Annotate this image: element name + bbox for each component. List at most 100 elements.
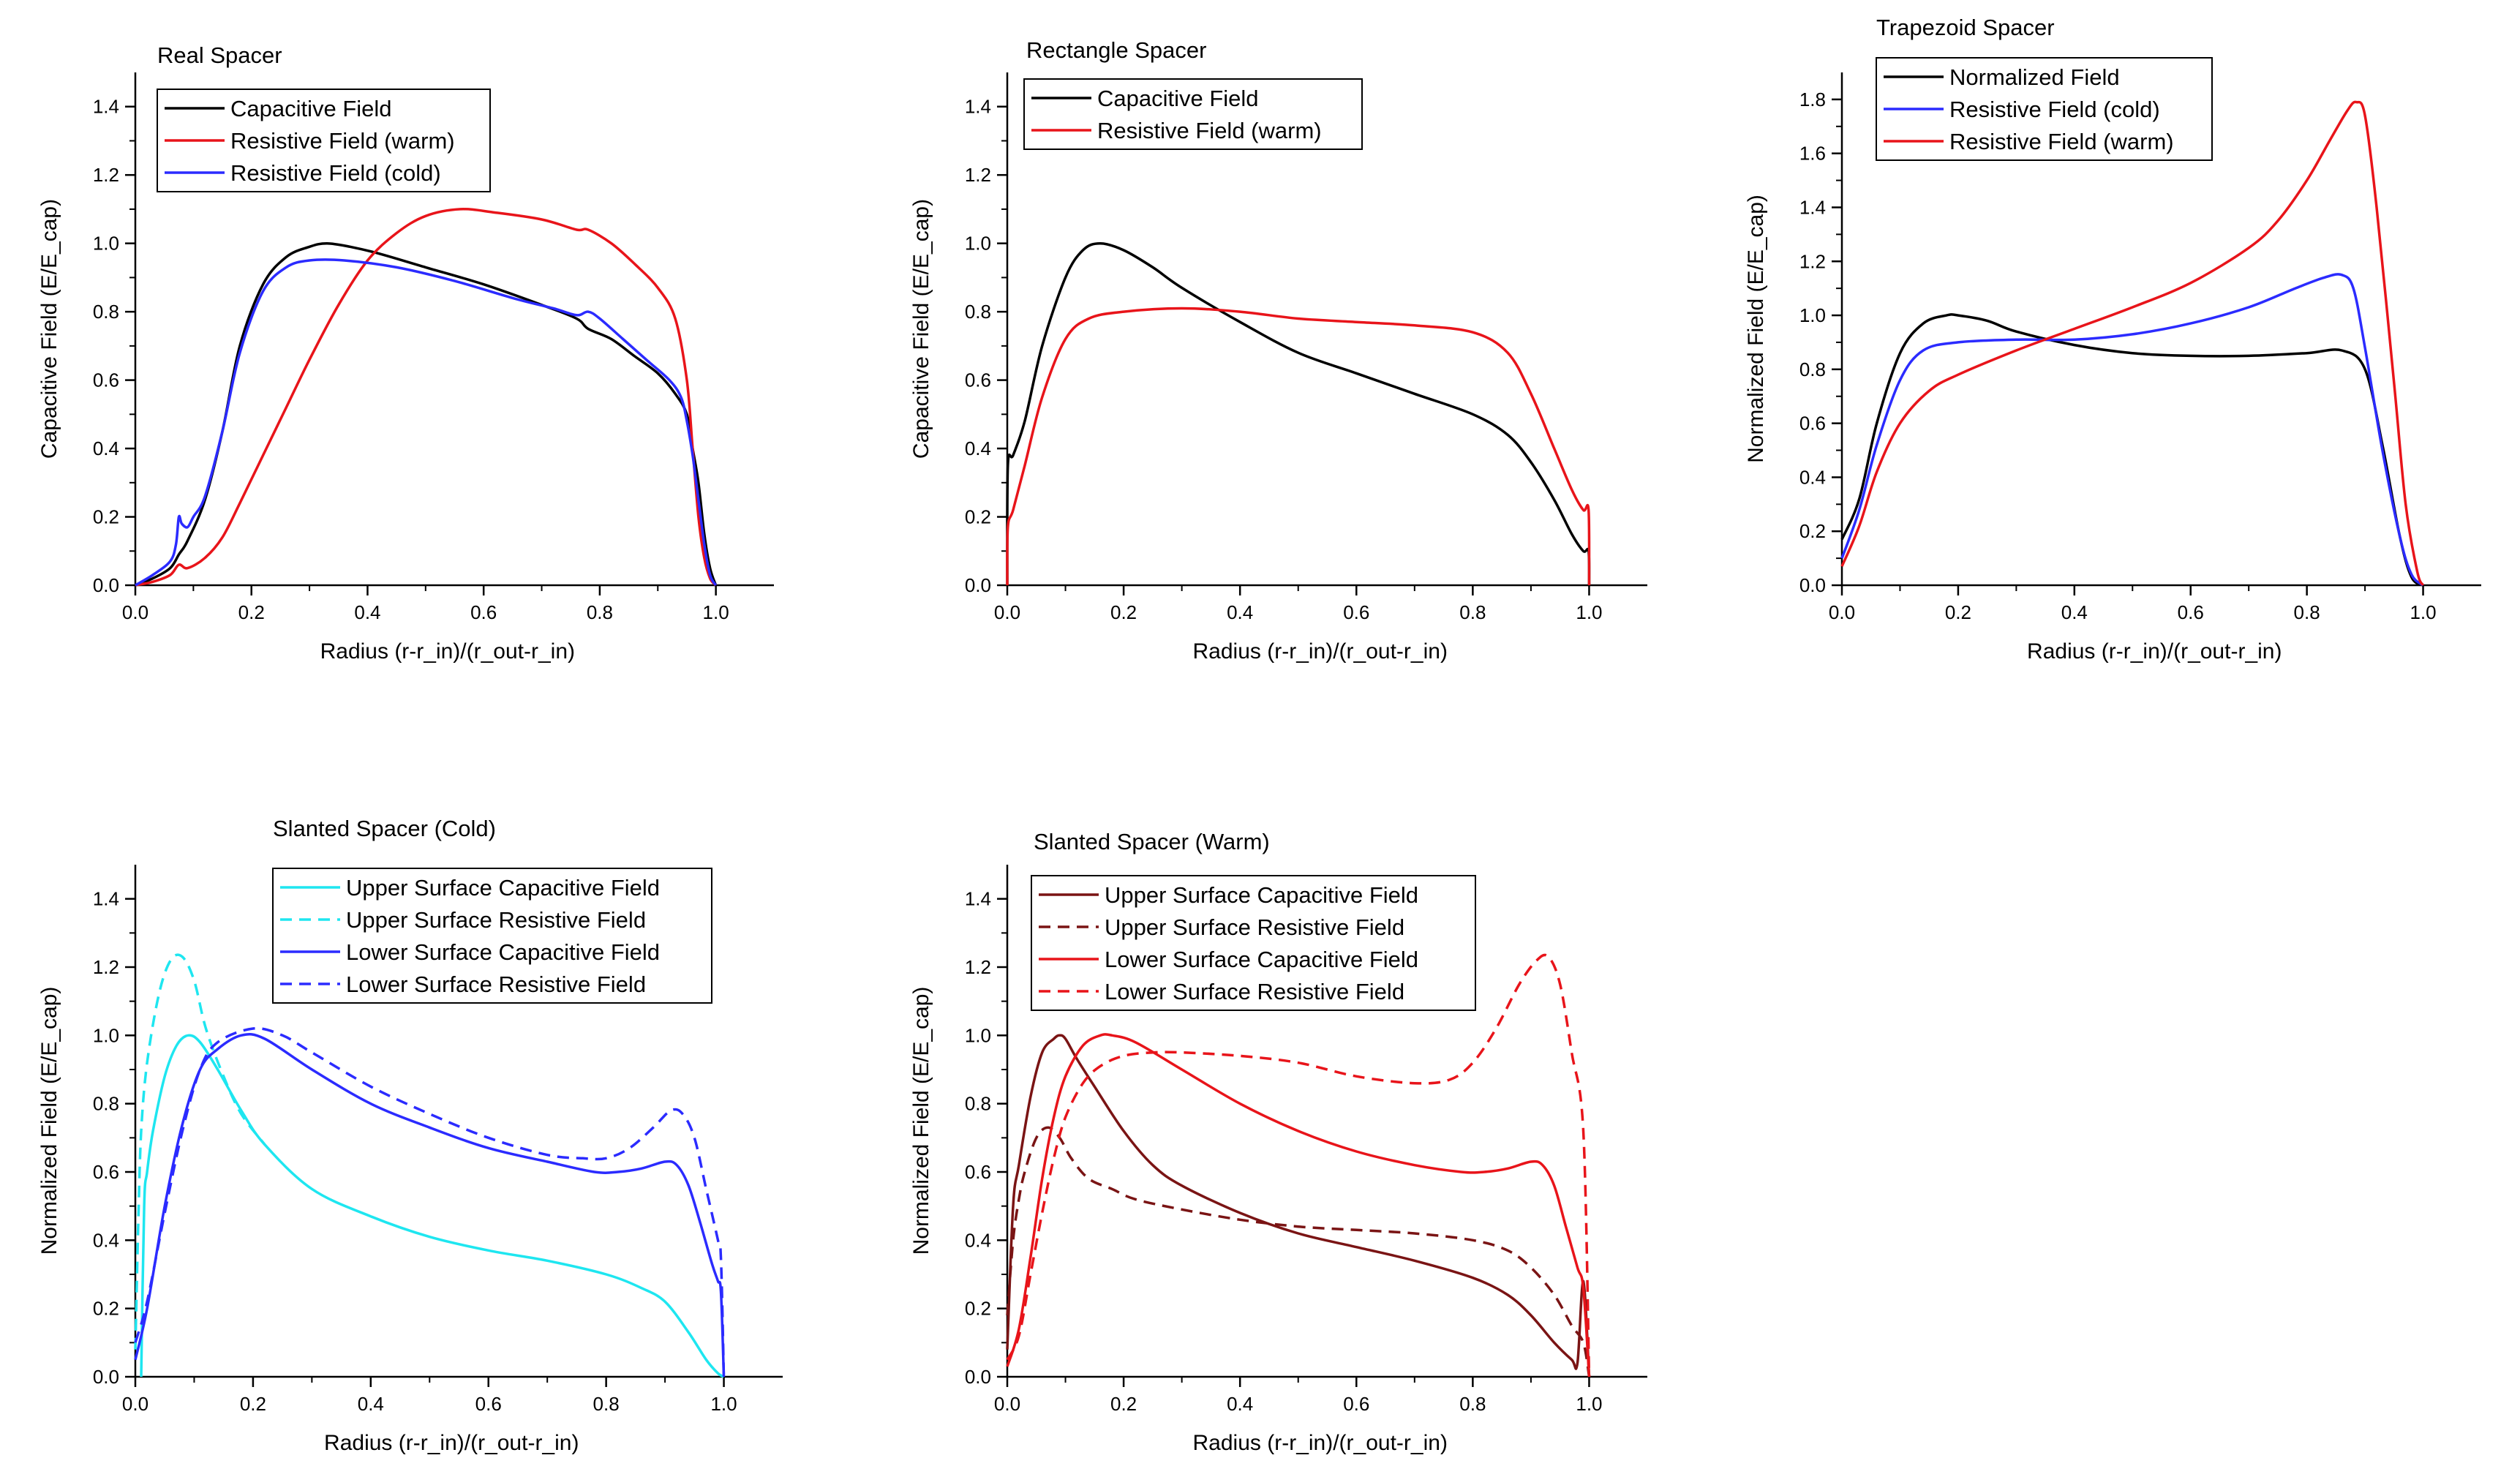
series-line-3	[1006, 953, 1591, 1378]
y-axis-label: Normalized Field (E/E_cap)	[909, 987, 933, 1255]
x-tick-label: 1.0	[710, 1393, 737, 1415]
x-tick-label: 0.2	[1945, 601, 1971, 623]
x-tick-label: 0.8	[2294, 601, 2320, 623]
y-tick-label: 0.2	[965, 1298, 991, 1320]
y-tick-label: 1.0	[93, 1024, 119, 1046]
x-tick-label: 0.2	[1110, 601, 1137, 623]
y-tick-label: 0.0	[965, 1366, 991, 1388]
x-tick-label: 0.2	[238, 601, 265, 623]
legend-label: Resistive Field (cold)	[1949, 97, 2160, 122]
y-tick-label: 1.0	[965, 233, 991, 255]
series-line-0	[135, 241, 718, 587]
x-tick-label: 0.4	[1227, 601, 1253, 623]
series-line-0	[1840, 313, 2424, 587]
x-tick-label: 0.8	[593, 1393, 620, 1415]
y-tick-label: 0.0	[1799, 574, 1826, 596]
y-tick-label: 0.2	[93, 1298, 119, 1320]
x-tick-label: 0.6	[470, 601, 497, 623]
legend-label: Normalized Field	[1949, 64, 2120, 90]
y-tick-label: 0.2	[1799, 520, 1826, 542]
chart-panel-4: 0.0 0.2 0.4 0.6 0.8 1.0 0.0 0.2 0.4 0.6 0.8 1.0 1.2 1…	[909, 829, 1647, 1455]
y-axis-label: Capacitive Field (E/E_cap)	[37, 199, 61, 459]
y-tick-label: 0.8	[965, 1093, 991, 1115]
x-tick-label: 1.0	[1576, 1393, 1602, 1415]
y-tick-label: 0.2	[965, 506, 991, 528]
series-line-0	[1006, 1034, 1591, 1378]
y-tick-label: 0.4	[93, 1229, 119, 1251]
legend-label: Lower Surface Resistive Field	[346, 971, 646, 997]
x-tick-label: 0.6	[1343, 601, 1369, 623]
x-tick-label: 0.4	[2061, 601, 2088, 623]
chart-title: Rectangle Spacer	[1026, 37, 1206, 63]
y-tick-label: 1.2	[965, 164, 991, 186]
series-line-1	[135, 208, 717, 587]
y-tick-label: 1.4	[965, 96, 991, 118]
x-axis-label: Radius (r-r_in)/(r_out-r_in)	[1193, 1431, 1448, 1455]
y-tick-label: 0.4	[93, 437, 119, 459]
legend-label: Resistive Field (warm)	[1949, 129, 2174, 154]
y-tick-label: 1.2	[93, 164, 119, 186]
y-tick-label: 1.4	[965, 888, 991, 910]
x-tick-label: 0.8	[587, 601, 613, 623]
x-axis-label: Radius (r-r_in)/(r_out-r_in)	[324, 1431, 579, 1455]
x-tick-label: 0.0	[122, 601, 148, 623]
y-tick-label: 0.4	[965, 1229, 991, 1251]
x-axis-label: Radius (r-r_in)/(r_out-r_in)	[2027, 639, 2282, 664]
x-tick-label: 0.2	[1110, 1393, 1137, 1415]
x-tick-label: 0.0	[994, 601, 1020, 623]
y-tick-label: 0.8	[1799, 358, 1826, 380]
x-tick-label: 0.4	[1227, 1393, 1253, 1415]
x-tick-label: 1.0	[1576, 601, 1602, 623]
series-line-2	[1006, 1033, 1591, 1378]
series-line-2	[135, 258, 718, 587]
legend-label: Resistive Field (warm)	[230, 128, 455, 154]
series-line-1	[1006, 1126, 1591, 1378]
x-tick-label: 0.0	[994, 1393, 1020, 1415]
series-line-3	[134, 1026, 726, 1378]
legend-box	[1031, 875, 1476, 1011]
legend-label: Lower Surface Resistive Field	[1105, 979, 1404, 1004]
y-tick-label: 1.0	[93, 233, 119, 255]
series-line-0	[1006, 241, 1591, 586]
x-tick-label: 0.6	[475, 1393, 502, 1415]
x-tick-label: 0.4	[358, 1393, 384, 1415]
legend-box	[272, 868, 712, 1004]
y-tick-label: 0.0	[965, 574, 991, 596]
y-tick-label: 1.4	[1799, 196, 1826, 218]
legend-label: Upper Surface Resistive Field	[1105, 914, 1404, 940]
legend-label: Upper Surface Capacitive Field	[346, 875, 660, 901]
y-tick-label: 1.2	[93, 956, 119, 978]
y-tick-label: 0.6	[1799, 413, 1826, 435]
legend-label: Lower Surface Capacitive Field	[346, 939, 660, 965]
legend-label: Resistive Field (warm)	[1097, 118, 1322, 143]
x-axis-label: Radius (r-r_in)/(r_out-r_in)	[320, 639, 575, 664]
y-tick-label: 0.6	[965, 1161, 991, 1183]
x-tick-label: 0.0	[1829, 601, 1855, 623]
y-tick-label: 1.2	[965, 956, 991, 978]
y-tick-label: 0.0	[93, 1366, 119, 1388]
legend-label: Lower Surface Capacitive Field	[1105, 947, 1418, 972]
x-tick-label: 1.0	[2410, 601, 2436, 623]
y-tick-label: 1.0	[1799, 304, 1826, 326]
legend-label: Upper Surface Resistive Field	[346, 907, 646, 933]
x-tick-label: 0.2	[240, 1393, 266, 1415]
chart-title: Slanted Spacer (Cold)	[273, 816, 496, 841]
y-axis-label: Normalized Field (E/E_cap)	[1744, 195, 1768, 463]
legend-label: Capacitive Field	[1097, 86, 1259, 111]
y-tick-label: 0.8	[93, 301, 119, 323]
chart-panel-0: 0.0 0.2 0.4 0.6 0.8 1.0 0.0 0.2 0.4 0.6 0.8 1.0 1.2 1…	[37, 42, 774, 664]
y-tick-label: 1.2	[1799, 250, 1826, 272]
x-tick-label: 1.0	[703, 601, 729, 623]
x-tick-label: 0.0	[122, 1393, 148, 1415]
series-line-2	[134, 1032, 726, 1378]
y-tick-label: 0.0	[93, 574, 119, 596]
y-tick-label: 1.0	[965, 1024, 991, 1046]
x-tick-label: 0.4	[354, 601, 380, 623]
chart-panel-3: 0.0 0.2 0.4 0.6 0.8 1.0 0.0 0.2 0.4 0.6 0.8 1.0 1.2 1…	[37, 816, 783, 1455]
chart-panel-1: 0.0 0.2 0.4 0.6 0.8 1.0 0.0 0.2 0.4 0.6 0.8 1.0 1.2 1…	[909, 37, 1647, 664]
chart-title: Slanted Spacer (Warm)	[1034, 829, 1270, 854]
y-axis-label: Normalized Field (E/E_cap)	[37, 987, 61, 1255]
series-line-1	[1840, 273, 2424, 587]
legend-label: Capacitive Field	[230, 96, 392, 121]
